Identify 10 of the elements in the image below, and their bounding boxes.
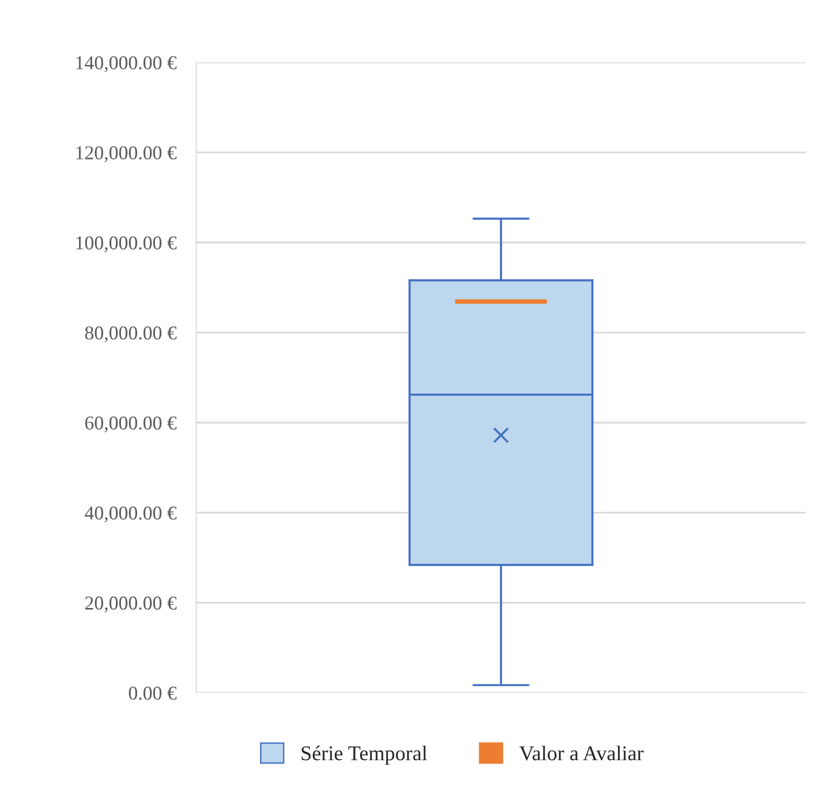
y-tick-label: 120,000.00 €	[76, 146, 176, 162]
y-tick-label: 20,000.00 €	[85, 596, 176, 612]
y-tick-label: 0.00 €	[128, 686, 176, 700]
y-tick-label: 140,000.00 €	[76, 56, 176, 72]
y-tick-label: 40,000.00 €	[84, 506, 176, 522]
legend-label: Valor a Avaliar	[519, 746, 644, 760]
y-tick-label: 100,000.00 €	[76, 236, 176, 252]
legend-label: Série Temporal	[302, 746, 428, 765]
y-tick-label: 60,000.00 €	[85, 416, 176, 432]
y-tick-label: 80,000.00 €	[85, 326, 176, 342]
